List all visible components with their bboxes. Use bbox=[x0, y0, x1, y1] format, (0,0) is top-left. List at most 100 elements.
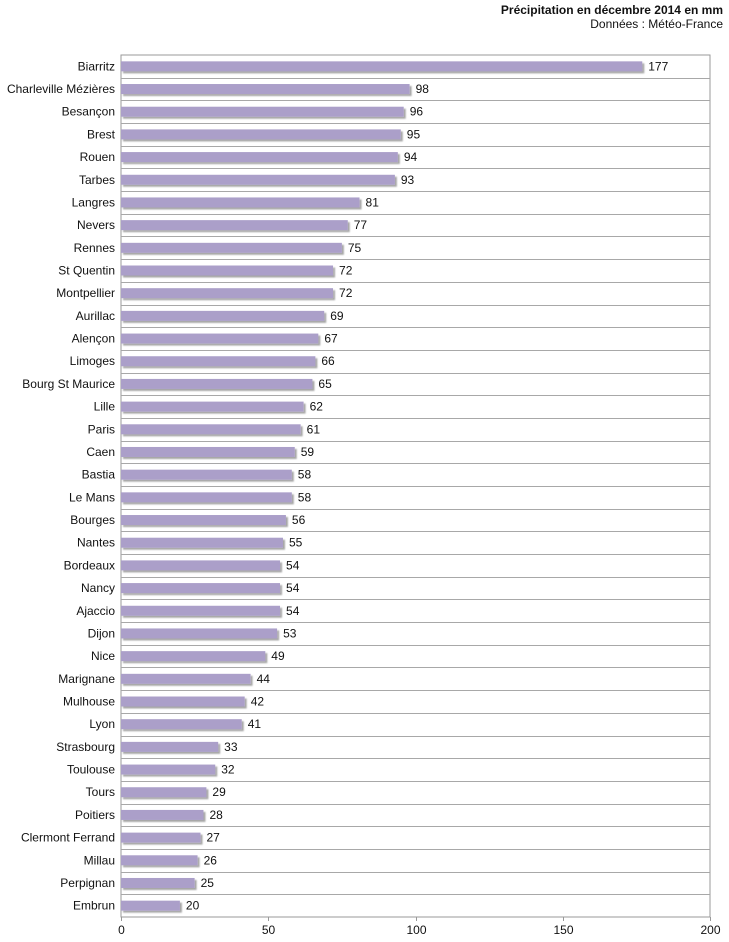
category-label: Paris bbox=[88, 422, 115, 436]
category-label: Besançon bbox=[62, 105, 115, 119]
bar bbox=[121, 61, 643, 72]
value-label: 44 bbox=[257, 672, 271, 686]
x-tick-label: 150 bbox=[553, 923, 573, 937]
value-label: 58 bbox=[298, 468, 312, 482]
bar bbox=[121, 288, 334, 299]
value-label: 54 bbox=[286, 558, 300, 572]
category-label: St Quentin bbox=[58, 264, 115, 278]
value-label: 69 bbox=[330, 309, 344, 323]
bar bbox=[121, 220, 348, 231]
category-label: Poitiers bbox=[75, 808, 115, 822]
category-label: Biarritz bbox=[78, 59, 115, 73]
category-label: Bourges bbox=[70, 513, 115, 527]
bar bbox=[121, 401, 304, 412]
value-label: 41 bbox=[248, 717, 262, 731]
bar bbox=[121, 310, 325, 321]
category-label: Lille bbox=[94, 400, 116, 414]
value-label: 54 bbox=[286, 604, 300, 618]
value-label: 32 bbox=[221, 763, 235, 777]
value-labels: 177 98 96 95 94 93 81 77 75 72 72 69 67 66 65 62 61 59 58 5… bbox=[186, 59, 669, 912]
x-tick-label: 50 bbox=[262, 923, 276, 937]
category-label: Nevers bbox=[77, 218, 115, 232]
category-label: Le Mans bbox=[69, 490, 115, 504]
category-label: Aurillac bbox=[76, 309, 115, 323]
bar bbox=[121, 129, 401, 140]
category-label: Bourg St Maurice bbox=[22, 377, 115, 391]
bar bbox=[121, 469, 292, 480]
category-label: Bastia bbox=[82, 468, 116, 482]
bar bbox=[121, 84, 410, 95]
value-label: 42 bbox=[251, 695, 265, 709]
category-label: Toulouse bbox=[67, 763, 115, 777]
bar bbox=[121, 651, 266, 662]
bar bbox=[121, 265, 334, 276]
category-label: Tarbes bbox=[79, 173, 115, 187]
category-label: Embrun bbox=[73, 899, 115, 913]
bar bbox=[121, 446, 295, 457]
value-label: 33 bbox=[224, 740, 238, 754]
bar bbox=[121, 696, 245, 707]
bars bbox=[121, 61, 643, 911]
category-label: Brest bbox=[87, 127, 116, 141]
bar bbox=[121, 378, 313, 389]
value-label: 59 bbox=[301, 445, 315, 459]
category-label: Nancy bbox=[81, 581, 115, 595]
value-label: 96 bbox=[410, 105, 424, 119]
bar bbox=[121, 628, 278, 639]
category-label: Tours bbox=[86, 785, 115, 799]
value-label: 26 bbox=[204, 853, 218, 867]
bar bbox=[121, 877, 195, 888]
category-label: Langres bbox=[72, 195, 115, 209]
bar bbox=[121, 492, 292, 503]
bar bbox=[121, 197, 360, 208]
bar bbox=[121, 174, 395, 185]
bar bbox=[121, 719, 242, 730]
bar bbox=[121, 560, 281, 571]
grid-lines bbox=[120, 54, 711, 918]
category-label: Lyon bbox=[89, 717, 115, 731]
value-label: 20 bbox=[186, 899, 200, 913]
category-label: Alençon bbox=[72, 332, 115, 346]
category-label: Limoges bbox=[70, 354, 115, 368]
category-label: Marignane bbox=[58, 672, 115, 686]
category-label: Millau bbox=[84, 853, 115, 867]
value-label: 72 bbox=[339, 264, 353, 278]
x-tick-label: 100 bbox=[406, 923, 426, 937]
value-label: 95 bbox=[407, 127, 421, 141]
bar bbox=[121, 242, 342, 253]
bar bbox=[121, 809, 204, 820]
value-label: 27 bbox=[207, 831, 221, 845]
value-label: 28 bbox=[209, 808, 223, 822]
x-axis-ticks: 0 50 100 150 200 bbox=[118, 917, 721, 937]
bar bbox=[121, 764, 216, 775]
value-label: 49 bbox=[271, 649, 285, 663]
category-label: Clermont Ferrand bbox=[21, 831, 115, 845]
value-label: 98 bbox=[416, 82, 430, 96]
chart-title: Précipitation en décembre 2014 en mm bbox=[500, 3, 723, 17]
value-label: 58 bbox=[298, 490, 312, 504]
chart-subtitle: Données : Météo-France bbox=[590, 17, 723, 31]
value-label: 53 bbox=[283, 626, 297, 640]
value-label: 177 bbox=[648, 59, 668, 73]
x-tick-label: 0 bbox=[118, 923, 125, 937]
category-label: Montpellier bbox=[56, 286, 115, 300]
bar bbox=[121, 152, 398, 163]
bar bbox=[121, 424, 301, 435]
category-label: Charleville Mézières bbox=[7, 82, 115, 96]
category-label: Bordeaux bbox=[64, 558, 115, 572]
bar bbox=[121, 356, 316, 367]
value-label: 72 bbox=[339, 286, 353, 300]
category-label: Mulhouse bbox=[63, 695, 115, 709]
bar bbox=[121, 855, 198, 866]
value-label: 65 bbox=[318, 377, 332, 391]
value-label: 81 bbox=[366, 195, 380, 209]
value-label: 56 bbox=[292, 513, 306, 527]
category-labels: Biarritz Charleville Mézières Besançon Bres… bbox=[7, 59, 116, 912]
value-label: 75 bbox=[348, 241, 362, 255]
category-label: Ajaccio bbox=[76, 604, 115, 618]
value-label: 61 bbox=[307, 422, 321, 436]
bar bbox=[121, 605, 281, 616]
value-label: 94 bbox=[404, 150, 418, 164]
bar bbox=[121, 537, 283, 548]
